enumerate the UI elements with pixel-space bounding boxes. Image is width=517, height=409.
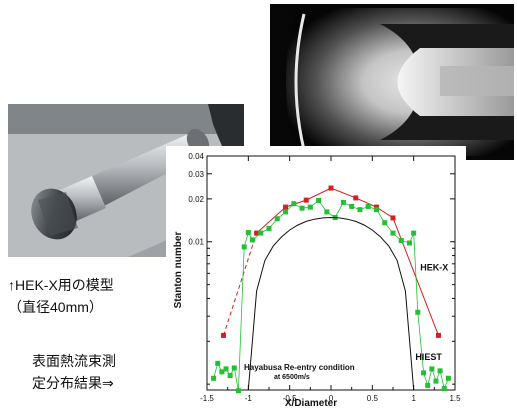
model-caption-line-1: ↑HEK-X用の模型 xyxy=(8,277,114,293)
model-caption: ↑HEK-X用の模型 （直径40mm） xyxy=(8,274,114,318)
shock-layer-illustration xyxy=(270,4,514,160)
hek-x-point xyxy=(254,230,260,236)
hiest-point xyxy=(437,368,443,374)
stanton-number-chart: -1.5 -1 -0.5 0 0.5 1 1.5 0.04 0.03 0.02 0.01 X/Dia… xyxy=(166,146,466,409)
hiest-point xyxy=(415,309,421,315)
hiest-point xyxy=(245,230,251,236)
hek-x-segment xyxy=(330,187,356,199)
hiest-point xyxy=(227,373,233,379)
hiest-point xyxy=(299,205,305,211)
x-tick-label: 0.5 xyxy=(367,394,379,403)
hiest-point xyxy=(215,360,221,366)
hiest-point xyxy=(223,366,229,372)
hiest-point xyxy=(211,375,217,381)
hiest-point xyxy=(324,209,330,215)
x-axis-label: X/Diameter xyxy=(285,398,337,409)
hiest-point xyxy=(433,378,439,384)
x-tick-label: -0.5 xyxy=(283,394,297,403)
hiest-point xyxy=(390,230,396,236)
hiest-point xyxy=(411,230,417,236)
hek-x-segment xyxy=(355,197,377,208)
hiest-point xyxy=(231,365,237,371)
hek-x-point xyxy=(353,195,359,201)
hek-x-point xyxy=(435,332,441,338)
hek-x-point xyxy=(373,204,379,210)
hiest-point xyxy=(349,203,355,209)
hiest-point xyxy=(365,203,371,209)
hiest-point xyxy=(382,220,388,226)
result-caption-line-1: 表面熱流束測 xyxy=(32,353,116,369)
y-tick-label: 0.02 xyxy=(188,195,204,204)
hiest-point xyxy=(407,240,413,246)
hiest-point xyxy=(258,230,264,236)
hiest-point xyxy=(357,207,363,213)
hiest-point xyxy=(249,237,255,243)
hiest-point xyxy=(283,209,289,215)
series-label-hek-x: HEK-X xyxy=(420,262,448,272)
hiest-point xyxy=(429,366,435,372)
hiest-point xyxy=(425,382,431,388)
hiest-point xyxy=(219,369,225,375)
hiest-point xyxy=(266,225,272,231)
y-tick-label: 0.03 xyxy=(188,170,204,179)
y-axis-label: Stanton number xyxy=(173,232,184,309)
hek-x-segment xyxy=(305,187,332,201)
result-caption-line-2: 定分布結果⇒ xyxy=(32,375,114,391)
theory-line xyxy=(247,216,415,391)
hek-x-point xyxy=(390,215,396,221)
hiest-line xyxy=(213,199,449,391)
hek-x-segment xyxy=(223,232,258,336)
result-caption: 表面熱流束測 定分布結果⇒ xyxy=(32,350,116,394)
hek-x-point xyxy=(221,332,227,338)
x-tick-label: 1 xyxy=(411,394,416,403)
hiest-point xyxy=(421,370,427,376)
hek-x-point xyxy=(283,204,289,210)
hiest-point xyxy=(235,388,241,394)
y-tick-label: 0.01 xyxy=(188,238,204,247)
flow-visualization-photo xyxy=(270,4,514,160)
chart-series xyxy=(211,185,451,394)
x-tick-label: 0 xyxy=(329,394,334,403)
hiest-point xyxy=(307,204,313,210)
y-tick-label: 0.04 xyxy=(188,152,204,161)
hiest-point xyxy=(316,197,322,203)
hek-x-point xyxy=(303,197,309,203)
hek-x-segment xyxy=(256,206,286,234)
hiest-point xyxy=(340,199,346,205)
model-caption-line-2: （直径40mm） xyxy=(8,299,103,315)
series-label-hiest: HIEST xyxy=(415,352,442,362)
hiest-point xyxy=(291,201,297,207)
x-tick-label: -1.5 xyxy=(200,394,214,403)
condition-annotation-line-1: Hayabusa Re-entry condition xyxy=(244,363,355,372)
x-tick-label: 1.5 xyxy=(449,394,461,403)
hiest-point xyxy=(274,216,280,222)
hiest-point xyxy=(441,386,447,392)
hiest-point xyxy=(241,244,247,250)
condition-annotation-line-2: at 6500m/s xyxy=(274,374,310,381)
x-tick-label: -1 xyxy=(245,394,253,403)
chart-axes: -1.5 -1 -0.5 0 0.5 1 1.5 0.04 0.03 0.02 0.01 xyxy=(188,152,461,403)
hiest-point xyxy=(445,375,451,381)
hek-x-segment xyxy=(376,206,394,219)
hiest-point xyxy=(373,207,379,213)
hek-x-point xyxy=(328,185,334,191)
hiest-point xyxy=(398,238,404,244)
series-labels: HEK-X HIEST xyxy=(415,262,448,362)
